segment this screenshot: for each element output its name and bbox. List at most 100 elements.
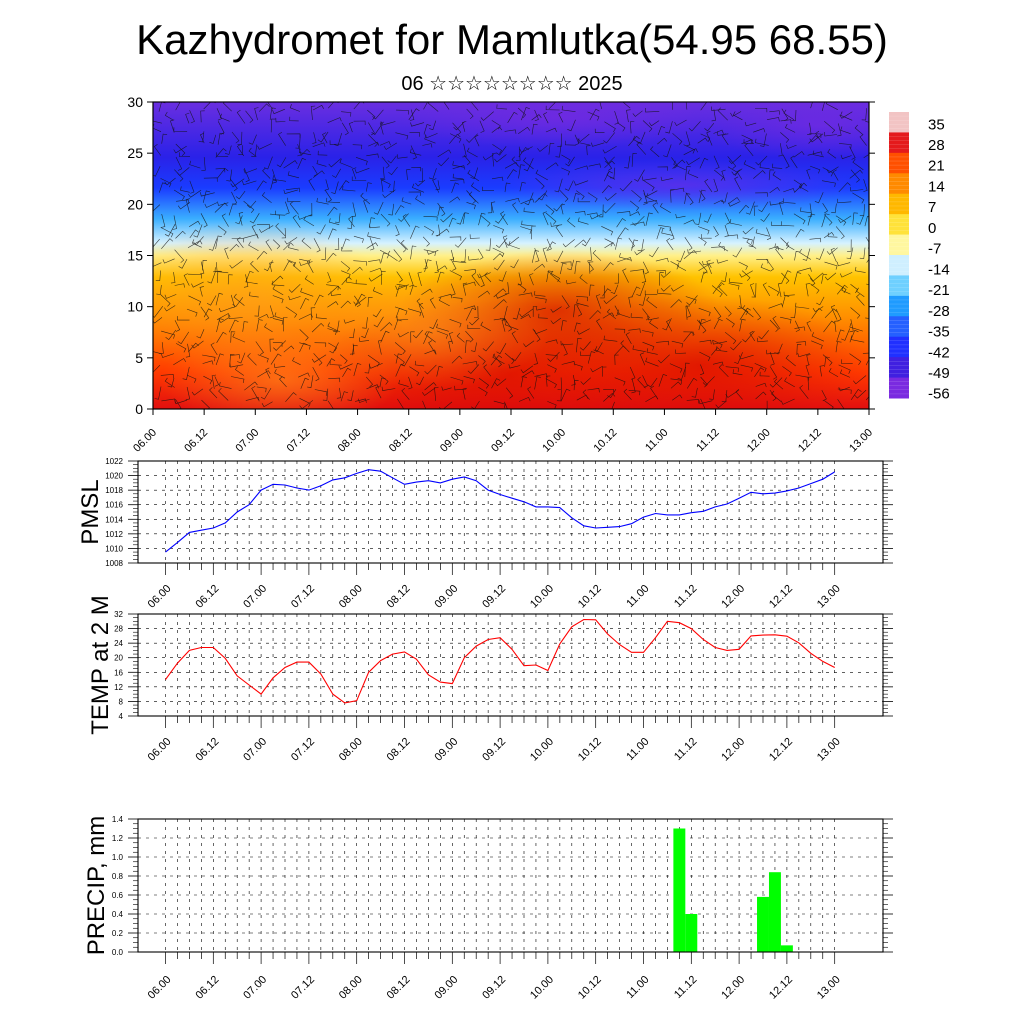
wind-barb: [174, 320, 181, 332]
wind-barb: [531, 250, 540, 263]
wind-barb: [300, 287, 314, 297]
panel-frame: [137, 613, 884, 717]
wind-barb: [352, 144, 363, 150]
wind-barb: [523, 207, 535, 213]
wind-barb: [397, 331, 409, 338]
wind-barb: [799, 248, 812, 260]
wind-barb: [836, 329, 845, 342]
colorbar-label: -21: [928, 282, 950, 299]
wind-barb: [825, 102, 838, 110]
wind-barb: [191, 281, 204, 288]
wind-barb: [838, 386, 850, 392]
wind-barb: [201, 157, 206, 171]
wind-barb: [517, 107, 527, 119]
wind-barb: [553, 203, 563, 212]
wind-barb: [632, 345, 646, 352]
wind-barb: [791, 109, 797, 122]
wind-barb: [685, 192, 694, 206]
y-tick-label: 1018: [105, 486, 123, 495]
wind-barb: [784, 123, 796, 133]
wind-barb: [326, 197, 341, 203]
wind-barb: [658, 224, 671, 232]
wind-barb: [154, 386, 162, 400]
wind-barb: [670, 187, 685, 193]
wind-barb: [256, 180, 267, 191]
wind-barb: [768, 169, 775, 181]
wind-barb: [254, 305, 260, 317]
wind-barb: [222, 102, 232, 112]
wind-barb: [201, 399, 210, 409]
wind-barb: [606, 308, 617, 320]
wind-barb: [849, 319, 854, 333]
wind-barb: [328, 158, 342, 168]
wind-barb: [726, 317, 735, 328]
wind-barb: [188, 295, 202, 306]
wind-barb: [694, 212, 702, 225]
wind-barb: [838, 182, 851, 193]
wind-barb: [238, 145, 243, 155]
wind-barb: [672, 159, 686, 169]
colorbar-swatch: [889, 377, 909, 399]
wind-barb: [555, 224, 563, 238]
wind-barb: [567, 119, 576, 132]
wind-barb: [728, 154, 742, 165]
x-tick-label: 07.00: [241, 974, 269, 1002]
wind-barb: [188, 342, 199, 353]
wind-barb: [214, 376, 219, 387]
wind-barb: [269, 305, 274, 319]
wind-barb: [162, 258, 175, 264]
wind-barb: [314, 389, 328, 396]
wind-barb: [398, 213, 409, 222]
wind-barb: [214, 202, 228, 213]
wind-barb: [769, 377, 783, 388]
wind-barb: [360, 192, 371, 205]
wind-barb: [674, 119, 687, 127]
wind-barb: [594, 128, 605, 134]
wind-barb: [243, 167, 250, 183]
wind-barb: [388, 166, 398, 176]
wind-barb: [729, 219, 742, 226]
wind-barb: [251, 224, 259, 239]
wind-barb: [735, 388, 743, 400]
y-tick-label: 4: [119, 712, 124, 721]
wind-barb: [852, 158, 864, 171]
wind-barb: [421, 288, 433, 295]
wind-barb: [560, 204, 565, 215]
wind-barb: [589, 310, 601, 320]
wind-barb: [573, 380, 579, 391]
wind-barb: [566, 279, 577, 285]
wind-barb: [289, 103, 301, 112]
wind-barb: [451, 259, 457, 271]
wind-barb: [797, 352, 810, 358]
wind-barb: [492, 353, 505, 364]
wind-barb: [368, 141, 380, 147]
wind-barb: [545, 162, 559, 170]
wind-barb: [700, 398, 706, 409]
wind-barb: [160, 294, 171, 307]
wind-barb: [467, 169, 480, 182]
wind-barb: [772, 315, 781, 330]
x-tick-label: 10.12: [576, 736, 604, 764]
wind-barb: [203, 375, 213, 385]
wind-barb: [373, 316, 384, 328]
wind-barb: [614, 354, 619, 366]
wind-barb: [739, 307, 751, 320]
precip-bar: [780, 945, 793, 952]
wind-barb: [395, 132, 409, 140]
wind-barb: [375, 385, 382, 399]
wind-barb: [553, 250, 564, 263]
wind-barb: [161, 238, 174, 249]
wind-barb: [579, 341, 591, 351]
wind-barb: [274, 210, 286, 216]
wind-barb: [199, 261, 205, 275]
wind-barb: [576, 299, 589, 307]
wind-barb: [545, 105, 560, 111]
wind-barb: [837, 399, 845, 409]
colorbar-swatch: [889, 152, 909, 174]
wind-barb: [510, 259, 519, 269]
wind-barb: [256, 386, 267, 393]
wind-barb: [438, 293, 453, 299]
wind-barb: [648, 247, 659, 258]
wind-barb: [269, 261, 274, 272]
wind-barb: [766, 349, 781, 355]
